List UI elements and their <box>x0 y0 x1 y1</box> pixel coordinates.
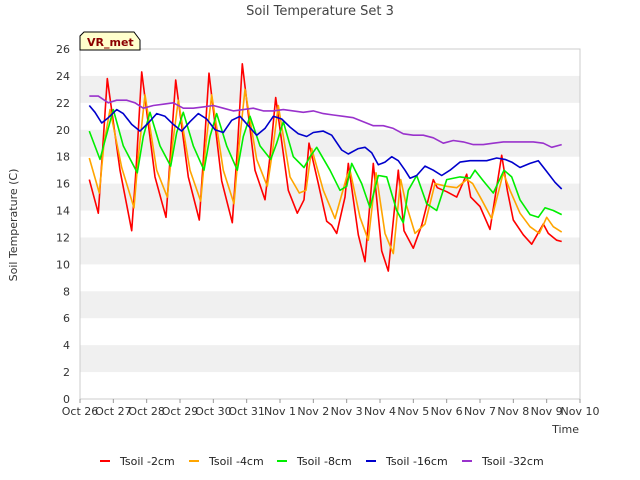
x-tick-label: Nov 10 <box>561 405 600 418</box>
y-tick-label: 24 <box>56 70 70 83</box>
x-tick-label: Oct 27 <box>95 405 132 418</box>
x-tick-label: Oct 31 <box>228 405 265 418</box>
x-tick-label: Nov 9 <box>531 405 563 418</box>
x-tick-label: Oct 29 <box>162 405 199 418</box>
y-tick-label: 6 <box>63 312 70 325</box>
x-tick-label: Nov 6 <box>431 405 463 418</box>
x-tick-label: Nov 8 <box>497 405 529 418</box>
y-tick-label: 26 <box>56 43 70 56</box>
y-tick-label: 22 <box>56 97 70 110</box>
x-axis-title: Time <box>551 423 579 436</box>
grid-band <box>80 345 580 373</box>
x-tick-label: Nov 5 <box>397 405 429 418</box>
x-tick-label: Nov 1 <box>264 405 296 418</box>
y-tick-label: 12 <box>56 231 70 244</box>
legend: Tsoil -2cm Tsoil -4cm Tsoil -8cm Tsoil -16c… <box>100 455 544 468</box>
x-tick-label: Nov 3 <box>331 405 363 418</box>
station-badge: VR_met <box>79 31 141 51</box>
x-tick-label: Nov 2 <box>297 405 329 418</box>
series-line-4 <box>89 95 562 149</box>
x-tick-label: Oct 26 <box>62 405 99 418</box>
y-tick-label: 10 <box>56 258 70 271</box>
y-tick-label: 18 <box>56 151 70 164</box>
y-tick-label: 4 <box>63 339 70 352</box>
y-tick-label: 20 <box>56 124 70 137</box>
y-tick-label: 8 <box>63 285 70 298</box>
x-tick-label: Oct 28 <box>128 405 165 418</box>
y-tick-label: 2 <box>63 366 70 379</box>
grid-band <box>80 291 580 319</box>
legend-label: Tsoil -4cm <box>208 455 264 468</box>
series-group <box>88 62 563 272</box>
series-line-1 <box>88 88 563 255</box>
series-line-3 <box>88 104 563 190</box>
badge-shape <box>79 31 141 51</box>
series-line-2 <box>88 108 563 224</box>
x-tick-label: Oct 30 <box>195 405 232 418</box>
chart-title: Soil Temperature Set 3 <box>246 4 394 19</box>
plot-frame <box>79 48 581 400</box>
grid-band <box>80 75 580 103</box>
grid-band <box>80 237 580 265</box>
legend-label: Tsoil -16cm <box>385 455 448 468</box>
y-tick-label: 16 <box>56 178 70 191</box>
badge-label: VR_met <box>87 36 134 49</box>
y-tick-label: 14 <box>56 205 70 218</box>
x-tick-label: Nov 7 <box>464 405 496 418</box>
legend-label: Tsoil -2cm <box>119 455 175 468</box>
legend-label: Tsoil -8cm <box>296 455 352 468</box>
legend-label: Tsoil -32cm <box>481 455 544 468</box>
y-axis-title: Soil Temperature (C) <box>7 169 20 282</box>
y-tick-label: 0 <box>63 393 70 406</box>
x-tick-label: Nov 4 <box>364 405 396 418</box>
series-line-0 <box>88 62 562 272</box>
